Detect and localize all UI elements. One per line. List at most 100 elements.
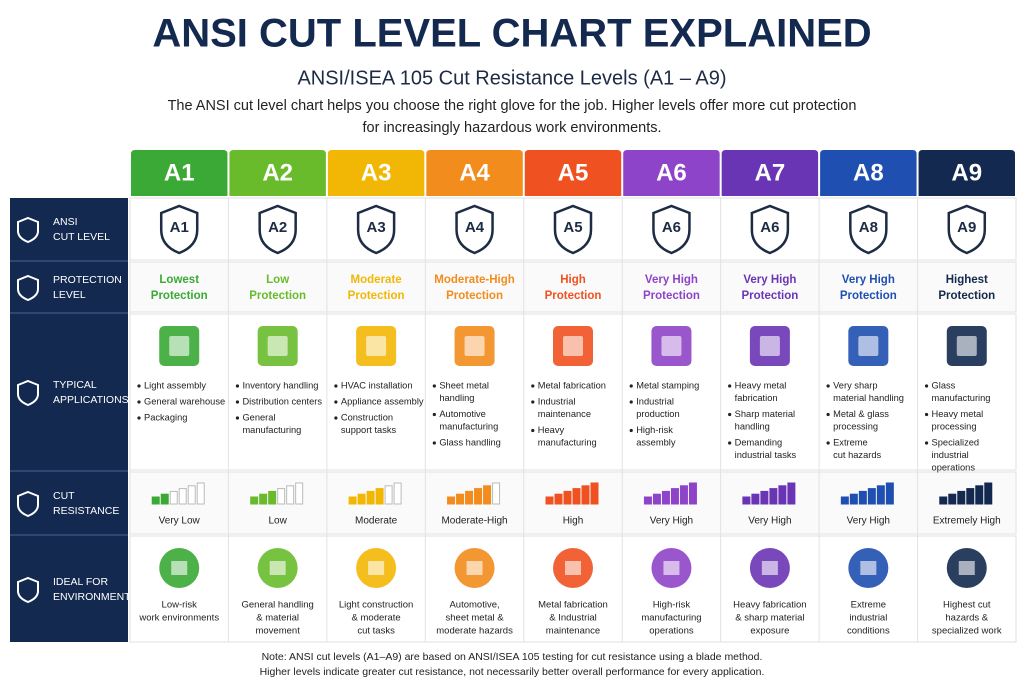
resistance-bar <box>670 488 679 505</box>
resistance-bar <box>652 493 661 505</box>
column-header <box>327 150 425 196</box>
row-header: APPLICATIONS <box>53 394 129 406</box>
resistance-bar <box>679 485 688 505</box>
column-label: A3 <box>361 159 392 186</box>
note: Higher levels indicate greater cut resis… <box>260 666 765 678</box>
badge-shield <box>258 204 297 255</box>
bullet <box>137 416 141 420</box>
resistance-bar <box>948 493 957 505</box>
application: manufacturing <box>932 393 991 403</box>
row-header: LEVEL <box>53 289 86 301</box>
bullet <box>826 384 830 388</box>
environment-icon-detail <box>269 561 286 575</box>
row-icon <box>17 216 39 244</box>
description: for increasingly hazardous work environm… <box>363 120 662 136</box>
row-header: ENVIRONMENTS <box>53 591 138 603</box>
bullet <box>137 400 141 404</box>
column-header <box>623 150 720 196</box>
application: Extreme <box>833 437 868 447</box>
resistance-bar <box>849 493 858 505</box>
application: support tasks <box>341 425 397 435</box>
application: manufacturing <box>538 437 597 447</box>
application: cut hazards <box>833 450 881 460</box>
badge-shield <box>159 204 199 255</box>
cut-resistance: Very Low <box>159 516 201 527</box>
bullet <box>531 384 535 388</box>
application: Distribution centers <box>242 396 322 406</box>
environment: hazards & <box>945 613 988 624</box>
cut-resistance: Moderate <box>355 516 398 527</box>
application: processing <box>833 421 878 431</box>
resistance-bar <box>160 493 169 505</box>
row-icon <box>17 274 39 302</box>
row-header: CUT <box>53 490 75 502</box>
badge-shield <box>553 204 593 255</box>
application: Sheet metal <box>439 380 489 390</box>
resistance-bar <box>572 488 581 505</box>
protection-level: Lowest <box>159 274 199 286</box>
badge-label: A1 <box>170 219 189 236</box>
environment: Automotive, <box>449 600 499 611</box>
environment: High-risk <box>653 600 691 611</box>
environment-icon-detail <box>663 561 680 575</box>
cut-resistance: Very High <box>650 516 693 527</box>
badge-shield <box>356 204 396 255</box>
application: Heavy <box>538 425 565 435</box>
protection-level: Protection <box>938 290 995 302</box>
environment: work environments <box>138 613 219 624</box>
row-icon <box>17 576 39 604</box>
resistance-bar <box>393 482 402 505</box>
column-header <box>426 150 523 196</box>
resistance-bar <box>196 482 205 505</box>
application: Industrial <box>636 396 674 406</box>
application: operations <box>932 462 976 472</box>
row-header: PROTECTION <box>53 274 122 286</box>
application: handling <box>735 421 770 431</box>
column-label: A5 <box>558 159 589 186</box>
environment: Metal fabrication <box>538 600 608 611</box>
row-icon <box>17 379 39 407</box>
protection-level: High <box>560 274 586 286</box>
application: manufacturing <box>242 425 301 435</box>
application-icon-detail <box>661 336 682 356</box>
protection-level: Protection <box>545 290 602 302</box>
application: Very sharp <box>833 380 877 390</box>
column-header <box>721 150 819 196</box>
badge-shield <box>750 204 790 255</box>
cut-resistance: Very High <box>847 516 890 527</box>
protection-level: Protection <box>151 290 208 302</box>
application: production <box>636 409 679 419</box>
application-icon-detail <box>956 336 977 356</box>
cut-resistance: High <box>563 516 584 527</box>
bullet <box>235 416 240 420</box>
badge-label: A6 <box>760 219 779 236</box>
environment-icon-detail <box>761 561 778 575</box>
application: HVAC installation <box>341 380 413 390</box>
resistance-bar <box>447 496 456 505</box>
environment: Light construction <box>339 600 413 611</box>
row-header: RESISTANCE <box>53 505 119 517</box>
application: Appliance assembly <box>341 396 424 406</box>
resistance-bar <box>169 490 178 505</box>
application-icon-detail <box>563 336 583 356</box>
environment-icon-detail <box>171 561 188 575</box>
environment: industrial <box>849 613 887 624</box>
application: industrial tasks <box>735 450 797 460</box>
resistance-bar <box>661 490 670 505</box>
application: handling <box>439 393 474 403</box>
resistance-bar <box>492 482 501 505</box>
application: Metal & glass <box>833 409 889 419</box>
column-label: A9 <box>951 159 982 186</box>
resistance-bar <box>151 496 160 505</box>
badge-label: A5 <box>563 219 582 236</box>
badge-shield <box>849 204 888 255</box>
column-header <box>918 150 1015 196</box>
resistance-bar <box>474 488 483 505</box>
application: Glass <box>932 380 956 390</box>
application: assembly <box>636 437 676 447</box>
protection-level: Very High <box>743 274 796 286</box>
cut-resistance: Low <box>268 516 287 527</box>
badge-label: A6 <box>662 219 681 236</box>
resistance-bar <box>778 485 787 505</box>
application: Metal stamping <box>636 380 699 390</box>
